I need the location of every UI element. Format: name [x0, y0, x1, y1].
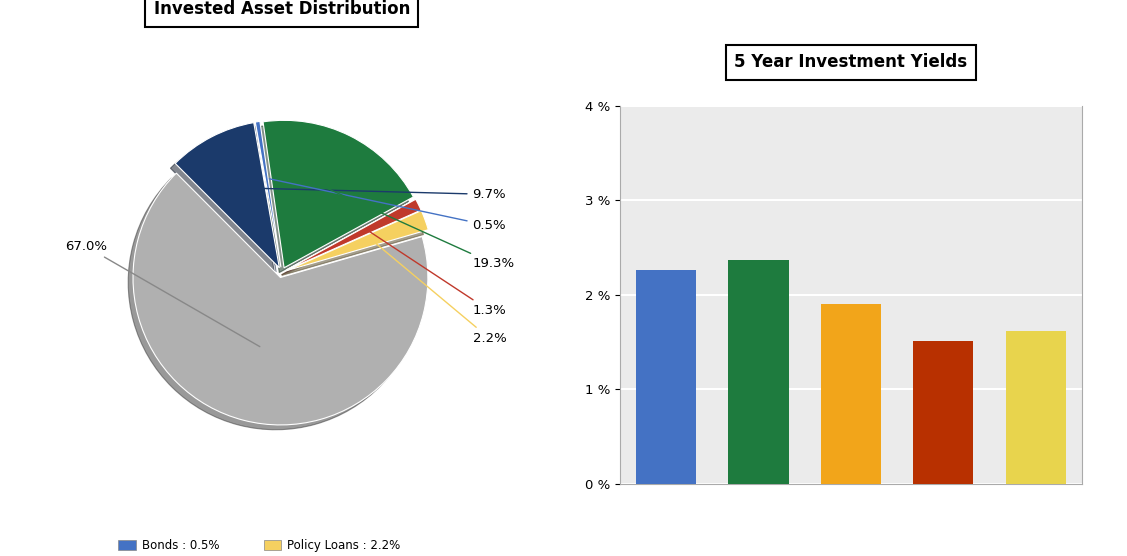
Text: 2.2%: 2.2%: [373, 241, 506, 345]
Text: 19.3%: 19.3%: [327, 188, 515, 270]
Bar: [728, 260, 789, 484]
Wedge shape: [175, 123, 279, 268]
Title: Invested Asset Distribution: Invested Asset Distribution: [153, 1, 410, 18]
Bar: [636, 270, 696, 484]
Bar: [1005, 331, 1066, 484]
Wedge shape: [286, 199, 421, 270]
Title: 5 Year Investment Yields: 5 Year Investment Yields: [735, 53, 967, 71]
Text: 67.0%: 67.0%: [65, 240, 260, 346]
Wedge shape: [256, 121, 281, 267]
Text: 1.3%: 1.3%: [370, 232, 506, 317]
Wedge shape: [286, 211, 428, 271]
Wedge shape: [133, 173, 428, 425]
Bar: [913, 341, 974, 484]
Wedge shape: [286, 199, 416, 270]
Text: 9.7%: 9.7%: [240, 188, 506, 201]
Text: 0.5%: 0.5%: [269, 179, 506, 232]
Legend: Bonds : 0.5%, Stocks : 19.3%, Mortgages : 0.0%, Real Estate : 1.3%, Policy Loans: Bonds : 0.5%, Stocks : 19.3%, Mortgages …: [113, 534, 451, 556]
Wedge shape: [263, 120, 414, 268]
Bar: [820, 304, 881, 484]
